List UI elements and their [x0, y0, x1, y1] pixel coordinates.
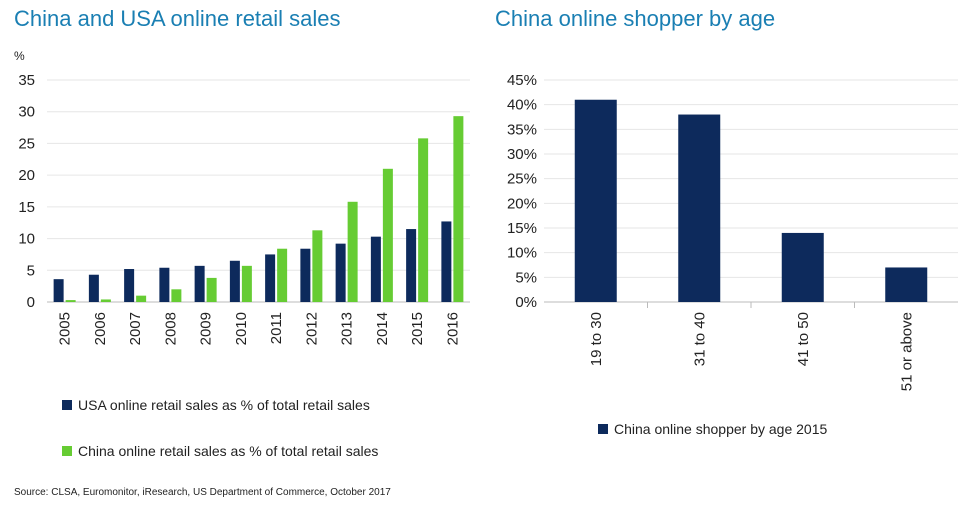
bar-china [347, 201, 358, 302]
bar-china [277, 248, 288, 302]
bar-china [206, 277, 217, 302]
bar-age [678, 114, 721, 303]
x-tick-label: 2013 [339, 312, 356, 345]
legend-label-usa: USA online retail sales as % of total re… [78, 397, 370, 413]
y-tick-label: 30% [507, 146, 537, 163]
bar-usa [300, 248, 311, 302]
y-tick-label: 15% [507, 220, 537, 237]
bar-usa [335, 243, 346, 302]
bar-usa [229, 260, 240, 302]
bar-usa [124, 269, 135, 302]
y-tick-label: 35 [18, 72, 35, 89]
left-chart: 0 5 10 15 20 25 30 35% 2005 2006 2007 2008 2009 2010 2… [14, 49, 470, 345]
bar-usa [406, 229, 417, 302]
y-tick-label: 20% [507, 195, 537, 212]
bar-china [453, 116, 464, 302]
x-tick-label: 31 to 40 [691, 312, 708, 366]
bar-china [136, 295, 147, 302]
bar-usa [370, 236, 381, 302]
bar-usa [194, 265, 205, 302]
bar-china [241, 265, 252, 302]
right-chart-title: China online shopper by age [495, 6, 776, 31]
x-tick-label: 2007 [127, 312, 144, 345]
right-chart: 0% 5% 10% 15% 20% 25% 30% 35% 40% 45% 19 to 30 31 t… [507, 72, 958, 391]
bar-usa [53, 279, 64, 302]
x-tick-label: 41 to 50 [795, 312, 812, 366]
bar-usa [265, 254, 276, 302]
bar-age [885, 267, 928, 302]
y-tick-label: 0% [515, 294, 537, 311]
x-tick-label: 2009 [198, 312, 215, 345]
x-tick-label: 2011 [268, 312, 285, 344]
y-tick-label: 30 [18, 104, 35, 121]
bar-china [382, 168, 393, 302]
legend-label-china: China online retail sales as % of total … [78, 443, 379, 459]
y-tick-label: 25% [507, 171, 537, 188]
bar-usa [441, 221, 452, 302]
y-tick-label: 5% [515, 269, 537, 286]
source-note: Source: CLSA, Euromonitor, iResearch, US… [14, 487, 391, 498]
y-tick-label: 45% [507, 72, 537, 89]
y-tick-label: 5 [27, 262, 35, 279]
x-tick-label: 2010 [233, 312, 250, 345]
x-tick-label: 2012 [303, 312, 320, 345]
bar-china [171, 289, 182, 302]
left-legend-usa: USA online retail sales as % of total re… [62, 397, 370, 413]
x-tick-label: 2006 [92, 312, 109, 345]
left-legend-china: China online retail sales as % of total … [62, 443, 378, 459]
y-tick-label: 10 [18, 231, 35, 248]
y-tick-label: 40% [507, 97, 537, 114]
right-legend: China online shopper by age 2015 [598, 421, 827, 437]
bar-china [312, 230, 323, 302]
y-tick-label: 10% [507, 245, 537, 262]
left-chart-title: China and USA online retail sales [14, 6, 341, 31]
bar-china [418, 138, 429, 302]
y-tick-label: 15 [18, 199, 35, 216]
x-tick-label: 2008 [162, 312, 179, 345]
legend-swatch-china [62, 446, 72, 456]
y-tick-label: 20 [18, 167, 35, 184]
x-tick-label: 51 or above [898, 312, 915, 391]
bar-china [65, 300, 76, 302]
bar-china [100, 299, 111, 302]
x-tick-label: 19 to 30 [588, 312, 605, 366]
x-tick-label: 2005 [57, 312, 74, 345]
bar-usa [88, 274, 99, 302]
bar-age [574, 99, 617, 302]
x-tick-label: 2016 [444, 312, 461, 345]
legend-label-age: China online shopper by age 2015 [614, 421, 828, 437]
bar-age [781, 232, 824, 302]
legend-swatch-usa [62, 400, 72, 410]
y-tick-label: 0 [27, 294, 35, 311]
x-tick-label: 2014 [374, 312, 391, 345]
y-axis-unit: % [14, 49, 25, 63]
y-tick-label: 35% [507, 121, 537, 138]
legend-swatch-age [598, 424, 608, 434]
bar-usa [159, 267, 170, 302]
x-tick-label: 2015 [409, 312, 426, 345]
y-tick-label: 25 [18, 135, 35, 152]
